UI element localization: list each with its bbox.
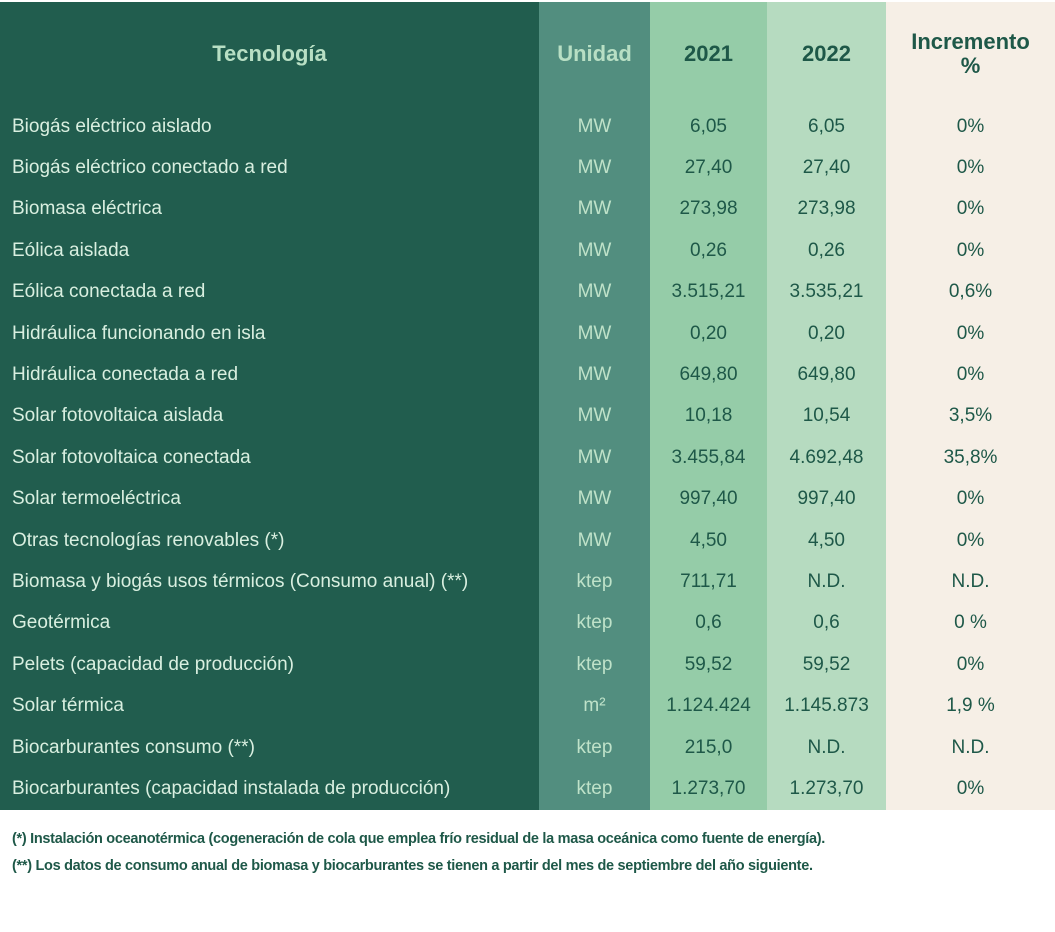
cell-technology: Solar térmica xyxy=(0,685,539,727)
header-unit: Unidad xyxy=(539,2,650,106)
cell-value-2022: 27,40 xyxy=(767,147,886,189)
cell-value-2021: 273,98 xyxy=(650,188,767,231)
renewables-table: Tecnología Unidad 2021 2022 Incremento % Biog… xyxy=(0,2,1055,810)
cell-technology: Biocarburantes consumo (**) xyxy=(0,726,539,769)
cell-increment: 0 % xyxy=(886,602,1055,645)
cell-unit: ktep xyxy=(539,602,650,645)
cell-value-2021: 0,26 xyxy=(650,230,767,272)
cell-increment: 0% xyxy=(886,768,1055,810)
cell-unit: MW xyxy=(539,312,650,355)
cell-increment: 0% xyxy=(886,230,1055,272)
cell-value-2021: 4,50 xyxy=(650,519,767,562)
cell-unit: MW xyxy=(539,478,650,520)
cell-value-2022: 4,50 xyxy=(767,519,886,562)
cell-technology: Geotérmica xyxy=(0,602,539,645)
cell-unit: ktep xyxy=(539,644,650,686)
cell-technology: Solar fotovoltaica conectada xyxy=(0,437,539,479)
cell-value-2022: 0,20 xyxy=(767,312,886,355)
cell-technology: Otras tecnologías renovables (*) xyxy=(0,519,539,562)
cell-unit: ktep xyxy=(539,768,650,810)
cell-unit: MW xyxy=(539,354,650,396)
cell-value-2022: 4.692,48 xyxy=(767,437,886,479)
cell-increment: N.D. xyxy=(886,726,1055,769)
cell-unit: MW xyxy=(539,106,650,148)
cell-technology: Eólica conectada a red xyxy=(0,271,539,313)
cell-unit: MW xyxy=(539,188,650,231)
cell-unit: MW xyxy=(539,395,650,438)
cell-value-2021: 27,40 xyxy=(650,147,767,189)
cell-value-2022: 0,26 xyxy=(767,230,886,272)
cell-value-2022: 59,52 xyxy=(767,644,886,686)
cell-value-2021: 3.515,21 xyxy=(650,271,767,313)
cell-value-2021: 0,6 xyxy=(650,602,767,645)
cell-technology: Biocarburantes (capacidad instalada de p… xyxy=(0,768,539,810)
cell-value-2021: 649,80 xyxy=(650,354,767,396)
cell-unit: MW xyxy=(539,230,650,272)
cell-value-2022: 0,6 xyxy=(767,602,886,645)
cell-increment: 0% xyxy=(886,188,1055,231)
cell-unit: MW xyxy=(539,437,650,479)
cell-technology: Eólica aislada xyxy=(0,230,539,272)
cell-value-2022: 273,98 xyxy=(767,188,886,231)
cell-value-2021: 215,0 xyxy=(650,726,767,769)
footnotes: (*) Instalación oceanotérmica (cogenerac… xyxy=(12,826,825,880)
cell-unit: MW xyxy=(539,519,650,562)
cell-increment: 0% xyxy=(886,478,1055,520)
cell-unit: ktep xyxy=(539,561,650,603)
cell-value-2022: 6,05 xyxy=(767,106,886,148)
cell-technology: Pelets (capacidad de producción) xyxy=(0,644,539,686)
cell-technology: Hidráulica funcionando en isla xyxy=(0,312,539,355)
footnote: (**) Los datos de consumo anual de bioma… xyxy=(12,858,813,874)
cell-increment: 0% xyxy=(886,519,1055,562)
cell-value-2021: 3.455,84 xyxy=(650,437,767,479)
header-value-2022: 2022 xyxy=(767,2,886,106)
cell-unit: m² xyxy=(539,685,650,727)
cell-value-2022: 10,54 xyxy=(767,395,886,438)
cell-value-2022: 1.273,70 xyxy=(767,768,886,810)
cell-increment: N.D. xyxy=(886,561,1055,603)
cell-value-2022: 1.145.873 xyxy=(767,685,886,727)
cell-value-2021: 997,40 xyxy=(650,478,767,520)
cell-increment: 0% xyxy=(886,644,1055,686)
cell-technology: Solar fotovoltaica aislada xyxy=(0,395,539,438)
cell-technology: Biomasa eléctrica xyxy=(0,188,539,231)
cell-technology: Biogás eléctrico conectado a red xyxy=(0,147,539,189)
cell-technology: Biomasa y biogás usos térmicos (Consumo … xyxy=(0,561,539,603)
footnote: (*) Instalación oceanotérmica (cogenerac… xyxy=(12,831,826,847)
cell-value-2022: 997,40 xyxy=(767,478,886,520)
cell-increment: 0% xyxy=(886,354,1055,396)
header-technology: Tecnología xyxy=(0,2,539,106)
cell-value-2021: 1.124.424 xyxy=(650,685,767,727)
cell-value-2021: 59,52 xyxy=(650,644,767,686)
cell-value-2022: 649,80 xyxy=(767,354,886,396)
cell-value-2022: N.D. xyxy=(767,561,886,603)
cell-increment: 35,8% xyxy=(886,437,1055,479)
cell-value-2021: 0,20 xyxy=(650,312,767,355)
cell-unit: MW xyxy=(539,271,650,313)
cell-technology: Hidráulica conectada a red xyxy=(0,354,539,396)
cell-increment: 3,5% xyxy=(886,395,1055,438)
cell-value-2021: 10,18 xyxy=(650,395,767,438)
cell-increment: 0% xyxy=(886,106,1055,148)
cell-value-2021: 1.273,70 xyxy=(650,768,767,810)
cell-value-2022: 3.535,21 xyxy=(767,271,886,313)
cell-technology: Biogás eléctrico aislado xyxy=(0,106,539,148)
cell-unit: ktep xyxy=(539,726,650,769)
cell-increment: 0,6% xyxy=(886,271,1055,313)
header-value-2021: 2021 xyxy=(650,2,767,106)
cell-technology: Solar termoeléctrica xyxy=(0,478,539,520)
cell-increment: 0% xyxy=(886,147,1055,189)
header-increment: Incremento % xyxy=(886,2,1055,106)
cell-value-2022: N.D. xyxy=(767,726,886,769)
cell-unit: MW xyxy=(539,147,650,189)
cell-increment: 1,9 % xyxy=(886,685,1055,727)
cell-value-2021: 6,05 xyxy=(650,106,767,148)
cell-value-2021: 711,71 xyxy=(650,561,767,603)
cell-increment: 0% xyxy=(886,312,1055,355)
